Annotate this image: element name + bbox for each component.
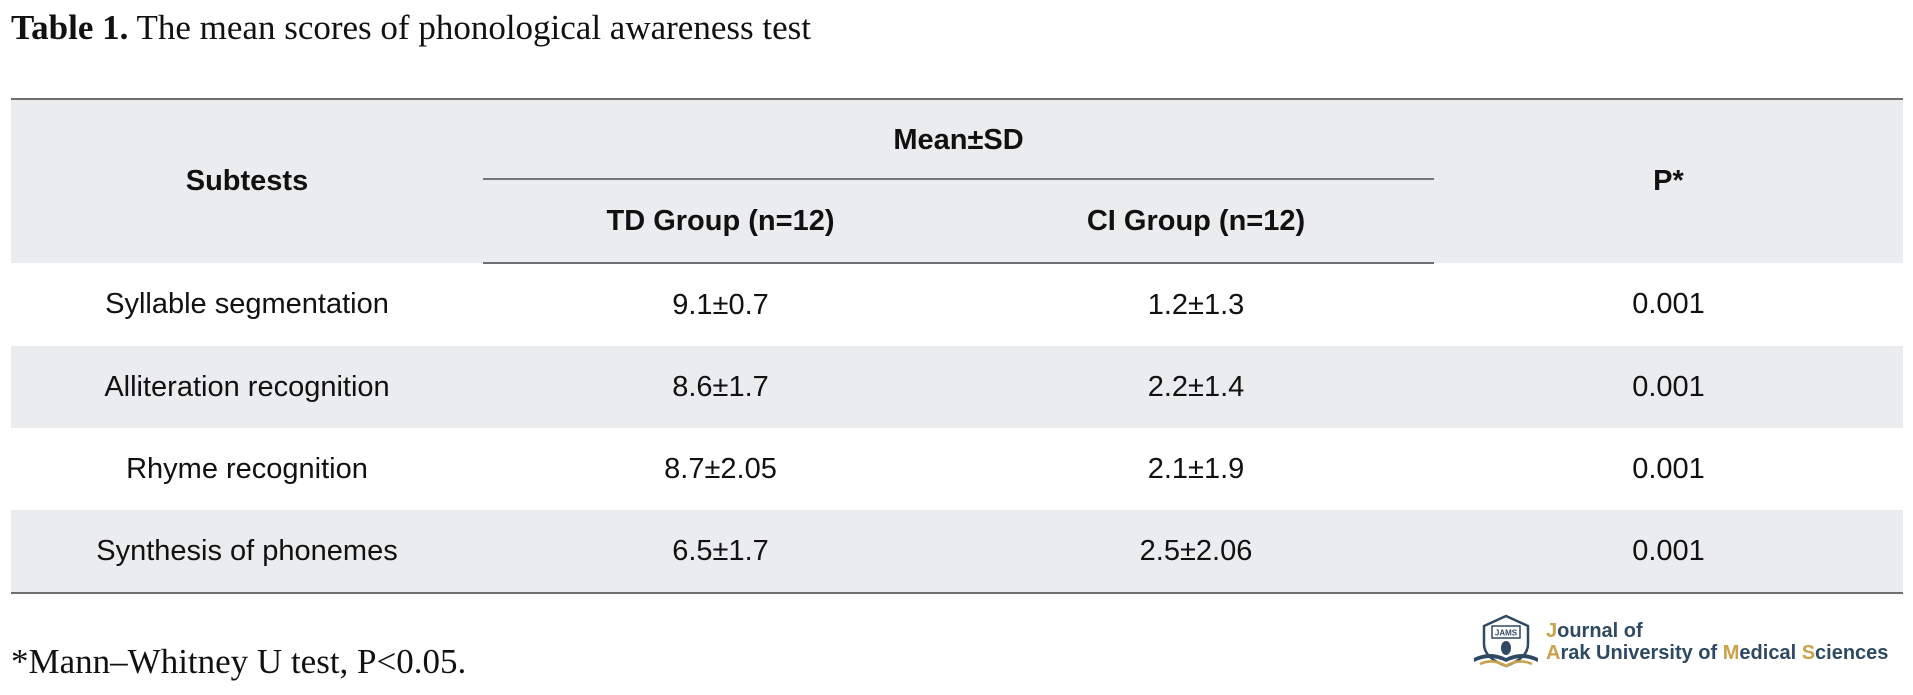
cell-td: 8.6±1.7 [483, 346, 958, 428]
results-table-container: Subtests Mean±SD P* TD Group (n=12) CI G… [11, 98, 1903, 594]
header-ci-group: CI Group (n=12) [958, 180, 1434, 264]
cell-p: 0.001 [1434, 263, 1903, 346]
header-p: P* [1434, 99, 1903, 263]
cell-subtest: Alliteration recognition [11, 346, 483, 428]
table-footnote: *Mann–Whitney U test, P<0.05. [11, 642, 467, 681]
table-caption-label: Table 1. [11, 8, 129, 47]
cell-subtest: Rhyme recognition [11, 428, 483, 510]
emblem-text: JAMS [1495, 629, 1518, 638]
header-row-top: Subtests Mean±SD P* [11, 99, 1903, 263]
cell-ci: 1.2±1.3 [958, 263, 1434, 346]
logo-line2-text-1: rak University of [1560, 642, 1723, 664]
header-span-rule [483, 178, 1434, 180]
journal-name-line2: Arak University of Medical Sciences [1546, 642, 1888, 664]
header-mean-sd-label: Mean±SD [893, 123, 1024, 156]
journal-name: Journal of Arak University of Medical Sc… [1546, 620, 1888, 664]
logo-initial-a: A [1546, 642, 1561, 664]
logo-line2-text-3: ciences [1815, 642, 1889, 664]
journal-emblem-icon: JAMS [1474, 614, 1538, 668]
cell-p: 0.001 [1434, 428, 1903, 510]
cell-ci: 2.2±1.4 [958, 346, 1434, 428]
cell-ci: 2.5±2.06 [958, 510, 1434, 593]
table-row: Syllable segmentation 9.1±0.7 1.2±1.3 0.… [11, 263, 1903, 346]
journal-logo: JAMS Journal of Arak University of Medic… [1470, 610, 1900, 674]
table-caption: Table 1. The mean scores of phonological… [11, 6, 811, 50]
cell-p: 0.001 [1434, 510, 1903, 593]
cell-td: 6.5±1.7 [483, 510, 958, 593]
table-body: Syllable segmentation 9.1±0.7 1.2±1.3 0.… [11, 263, 1903, 593]
header-subtests: Subtests [11, 99, 483, 263]
table-row: Alliteration recognition 8.6±1.7 2.2±1.4… [11, 346, 1903, 428]
table-header: Subtests Mean±SD P* TD Group (n=12) CI G… [11, 99, 1903, 264]
logo-line2-text-2: edical [1739, 642, 1802, 664]
logo-initial-j: J [1546, 620, 1558, 642]
cell-td: 8.7±2.05 [483, 428, 958, 510]
journal-name-line1: Journal of [1546, 620, 1888, 642]
header-td-group: TD Group (n=12) [483, 180, 958, 264]
header-row-bottom: TD Group (n=12) CI Group (n=12) [11, 180, 1903, 264]
cell-p: 0.001 [1434, 346, 1903, 428]
logo-initial-s: S [1801, 642, 1816, 664]
cell-ci: 2.1±1.9 [958, 428, 1434, 510]
table-row: Synthesis of phonemes 6.5±1.7 2.5±2.06 0… [11, 510, 1903, 593]
table-caption-text: The mean scores of phonological awarenes… [136, 8, 811, 47]
results-table: Subtests Mean±SD P* TD Group (n=12) CI G… [11, 98, 1903, 594]
logo-line1-text: ournal of [1557, 620, 1643, 642]
logo-initial-m: M [1722, 642, 1740, 664]
cell-subtest: Synthesis of phonemes [11, 510, 483, 593]
table-row: Rhyme recognition 8.7±2.05 2.1±1.9 0.001 [11, 428, 1903, 510]
cell-td: 9.1±0.7 [483, 263, 958, 346]
cell-subtest: Syllable segmentation [11, 263, 483, 346]
header-mean-sd: Mean±SD [483, 99, 1434, 180]
